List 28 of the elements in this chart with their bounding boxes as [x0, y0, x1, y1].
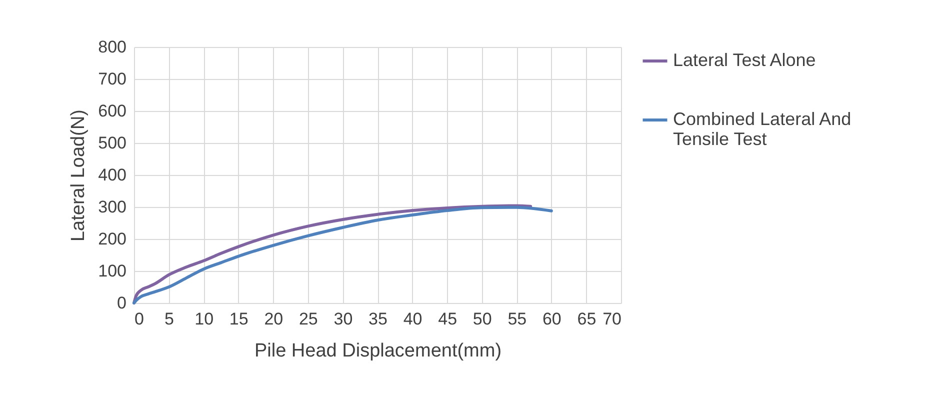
y-tick-label: 200: [98, 230, 126, 248]
x-tick-label: 10: [194, 310, 214, 328]
x-tick-label: 55: [508, 310, 527, 328]
x-tick-label: 35: [368, 310, 388, 328]
y-axis-title: Lateral Load(N): [68, 109, 90, 242]
x-tick-label: 60: [542, 310, 562, 328]
y-tick-label: 700: [98, 70, 126, 88]
legend-label: Combined Lateral And Tensile Test: [673, 109, 852, 149]
x-tick-label: 30: [334, 310, 353, 328]
x-tick-label: 50: [472, 310, 492, 328]
x-tick-label: 65: [577, 310, 596, 328]
x-tick-label: 5: [164, 310, 174, 328]
x-tick-label: 20: [264, 310, 284, 328]
y-tick-label: 0: [117, 294, 126, 312]
x-tick-label: 15: [229, 310, 248, 328]
y-tick-label: 400: [98, 166, 126, 184]
y-tick-label: 100: [98, 262, 126, 280]
y-tick-label: 800: [98, 38, 126, 56]
x-axis-title: Pile Head Displacement(mm): [254, 340, 502, 362]
x-tick-label: 25: [298, 310, 318, 328]
x-tick-label: 70: [602, 310, 622, 328]
y-tick-label: 500: [98, 134, 126, 152]
y-tick-label: 300: [98, 198, 126, 216]
x-tick-label: 40: [403, 310, 422, 328]
legend-label: Lateral Test Alone: [673, 50, 816, 70]
x-tick-label: 45: [438, 310, 458, 328]
y-tick-label: 600: [98, 102, 126, 120]
x-tick-label: 0: [134, 310, 144, 328]
